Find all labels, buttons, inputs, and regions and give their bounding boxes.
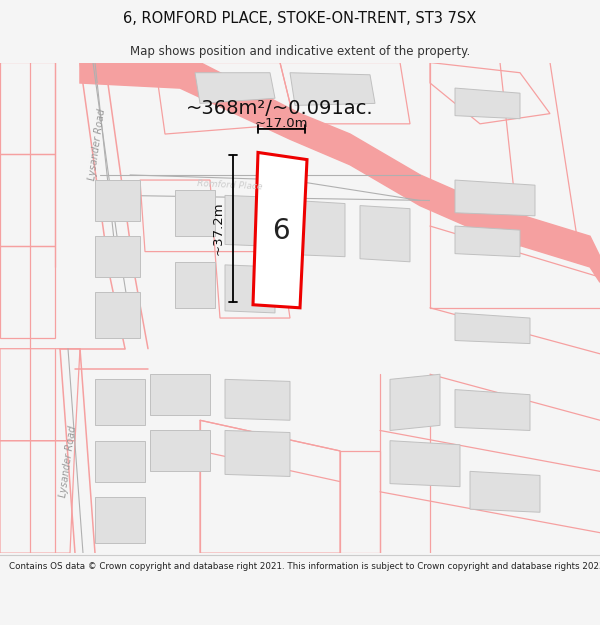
Polygon shape <box>175 190 215 236</box>
Polygon shape <box>95 180 140 221</box>
Text: Map shows position and indicative extent of the property.: Map shows position and indicative extent… <box>130 45 470 58</box>
Polygon shape <box>225 265 275 313</box>
Text: Lysander Road: Lysander Road <box>58 424 78 498</box>
Polygon shape <box>390 441 460 487</box>
Text: ~368m²/~0.091ac.: ~368m²/~0.091ac. <box>186 99 374 118</box>
Polygon shape <box>295 201 345 257</box>
Text: ~37.2m: ~37.2m <box>212 202 225 256</box>
Polygon shape <box>80 62 600 282</box>
Text: ~17.0m: ~17.0m <box>255 117 308 129</box>
Polygon shape <box>390 374 440 431</box>
Text: Romford Place: Romford Place <box>197 179 263 191</box>
Polygon shape <box>95 497 145 543</box>
Polygon shape <box>195 72 275 103</box>
Polygon shape <box>360 206 410 262</box>
Polygon shape <box>95 379 145 426</box>
Polygon shape <box>225 379 290 420</box>
Polygon shape <box>175 262 215 308</box>
Polygon shape <box>95 441 145 482</box>
Polygon shape <box>225 431 290 476</box>
Polygon shape <box>253 152 307 308</box>
Polygon shape <box>455 226 520 257</box>
Text: 6, ROMFORD PLACE, STOKE-ON-TRENT, ST3 7SX: 6, ROMFORD PLACE, STOKE-ON-TRENT, ST3 7S… <box>124 11 476 26</box>
Polygon shape <box>150 431 210 471</box>
Text: Lysander Road: Lysander Road <box>87 107 107 181</box>
Polygon shape <box>455 88 520 119</box>
Text: 6: 6 <box>272 217 290 245</box>
Polygon shape <box>455 389 530 431</box>
Polygon shape <box>455 180 535 216</box>
Text: Contains OS data © Crown copyright and database right 2021. This information is : Contains OS data © Crown copyright and d… <box>9 562 600 571</box>
Polygon shape <box>225 196 275 246</box>
Polygon shape <box>95 292 140 339</box>
Polygon shape <box>150 374 210 415</box>
Polygon shape <box>455 313 530 344</box>
Polygon shape <box>95 236 140 277</box>
Polygon shape <box>290 72 375 106</box>
Polygon shape <box>470 471 540 512</box>
